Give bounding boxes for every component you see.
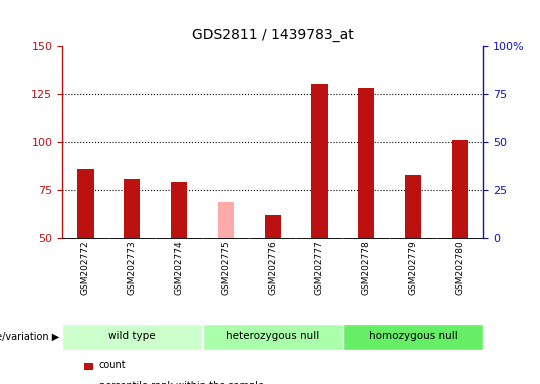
Text: count: count <box>99 360 126 370</box>
Point <box>362 7 370 13</box>
Bar <box>171 182 187 238</box>
Point <box>268 30 277 36</box>
Bar <box>77 169 94 238</box>
Point <box>81 16 90 22</box>
Bar <box>451 140 468 238</box>
Point <box>221 24 230 30</box>
Text: homozygous null: homozygous null <box>369 331 457 341</box>
Text: GSM202775: GSM202775 <box>221 241 231 295</box>
Bar <box>124 179 140 238</box>
Title: GDS2811 / 1439783_at: GDS2811 / 1439783_at <box>192 28 354 42</box>
Bar <box>311 84 328 238</box>
Text: GSM202776: GSM202776 <box>268 241 277 295</box>
Point <box>175 20 184 26</box>
Point <box>128 18 137 24</box>
Text: GSM202774: GSM202774 <box>174 241 184 295</box>
Bar <box>202 324 343 350</box>
Bar <box>358 88 375 238</box>
Text: percentile rank within the sample: percentile rank within the sample <box>99 381 264 384</box>
Point <box>409 20 417 26</box>
Point <box>315 5 324 11</box>
Bar <box>405 175 421 238</box>
Text: genotype/variation ▶: genotype/variation ▶ <box>0 332 59 342</box>
Point <box>456 16 464 22</box>
Text: GSM202777: GSM202777 <box>315 241 324 295</box>
Bar <box>218 202 234 238</box>
Text: wild type: wild type <box>109 331 156 341</box>
Bar <box>62 324 202 350</box>
Text: GSM202773: GSM202773 <box>128 241 137 295</box>
Point <box>268 30 277 36</box>
Text: GSM202780: GSM202780 <box>455 241 464 295</box>
Text: GSM202778: GSM202778 <box>362 241 371 295</box>
Text: GSM202779: GSM202779 <box>409 241 417 295</box>
Bar <box>265 215 281 238</box>
Text: heterozygous null: heterozygous null <box>226 331 319 341</box>
Bar <box>343 324 483 350</box>
Text: GSM202772: GSM202772 <box>81 241 90 295</box>
